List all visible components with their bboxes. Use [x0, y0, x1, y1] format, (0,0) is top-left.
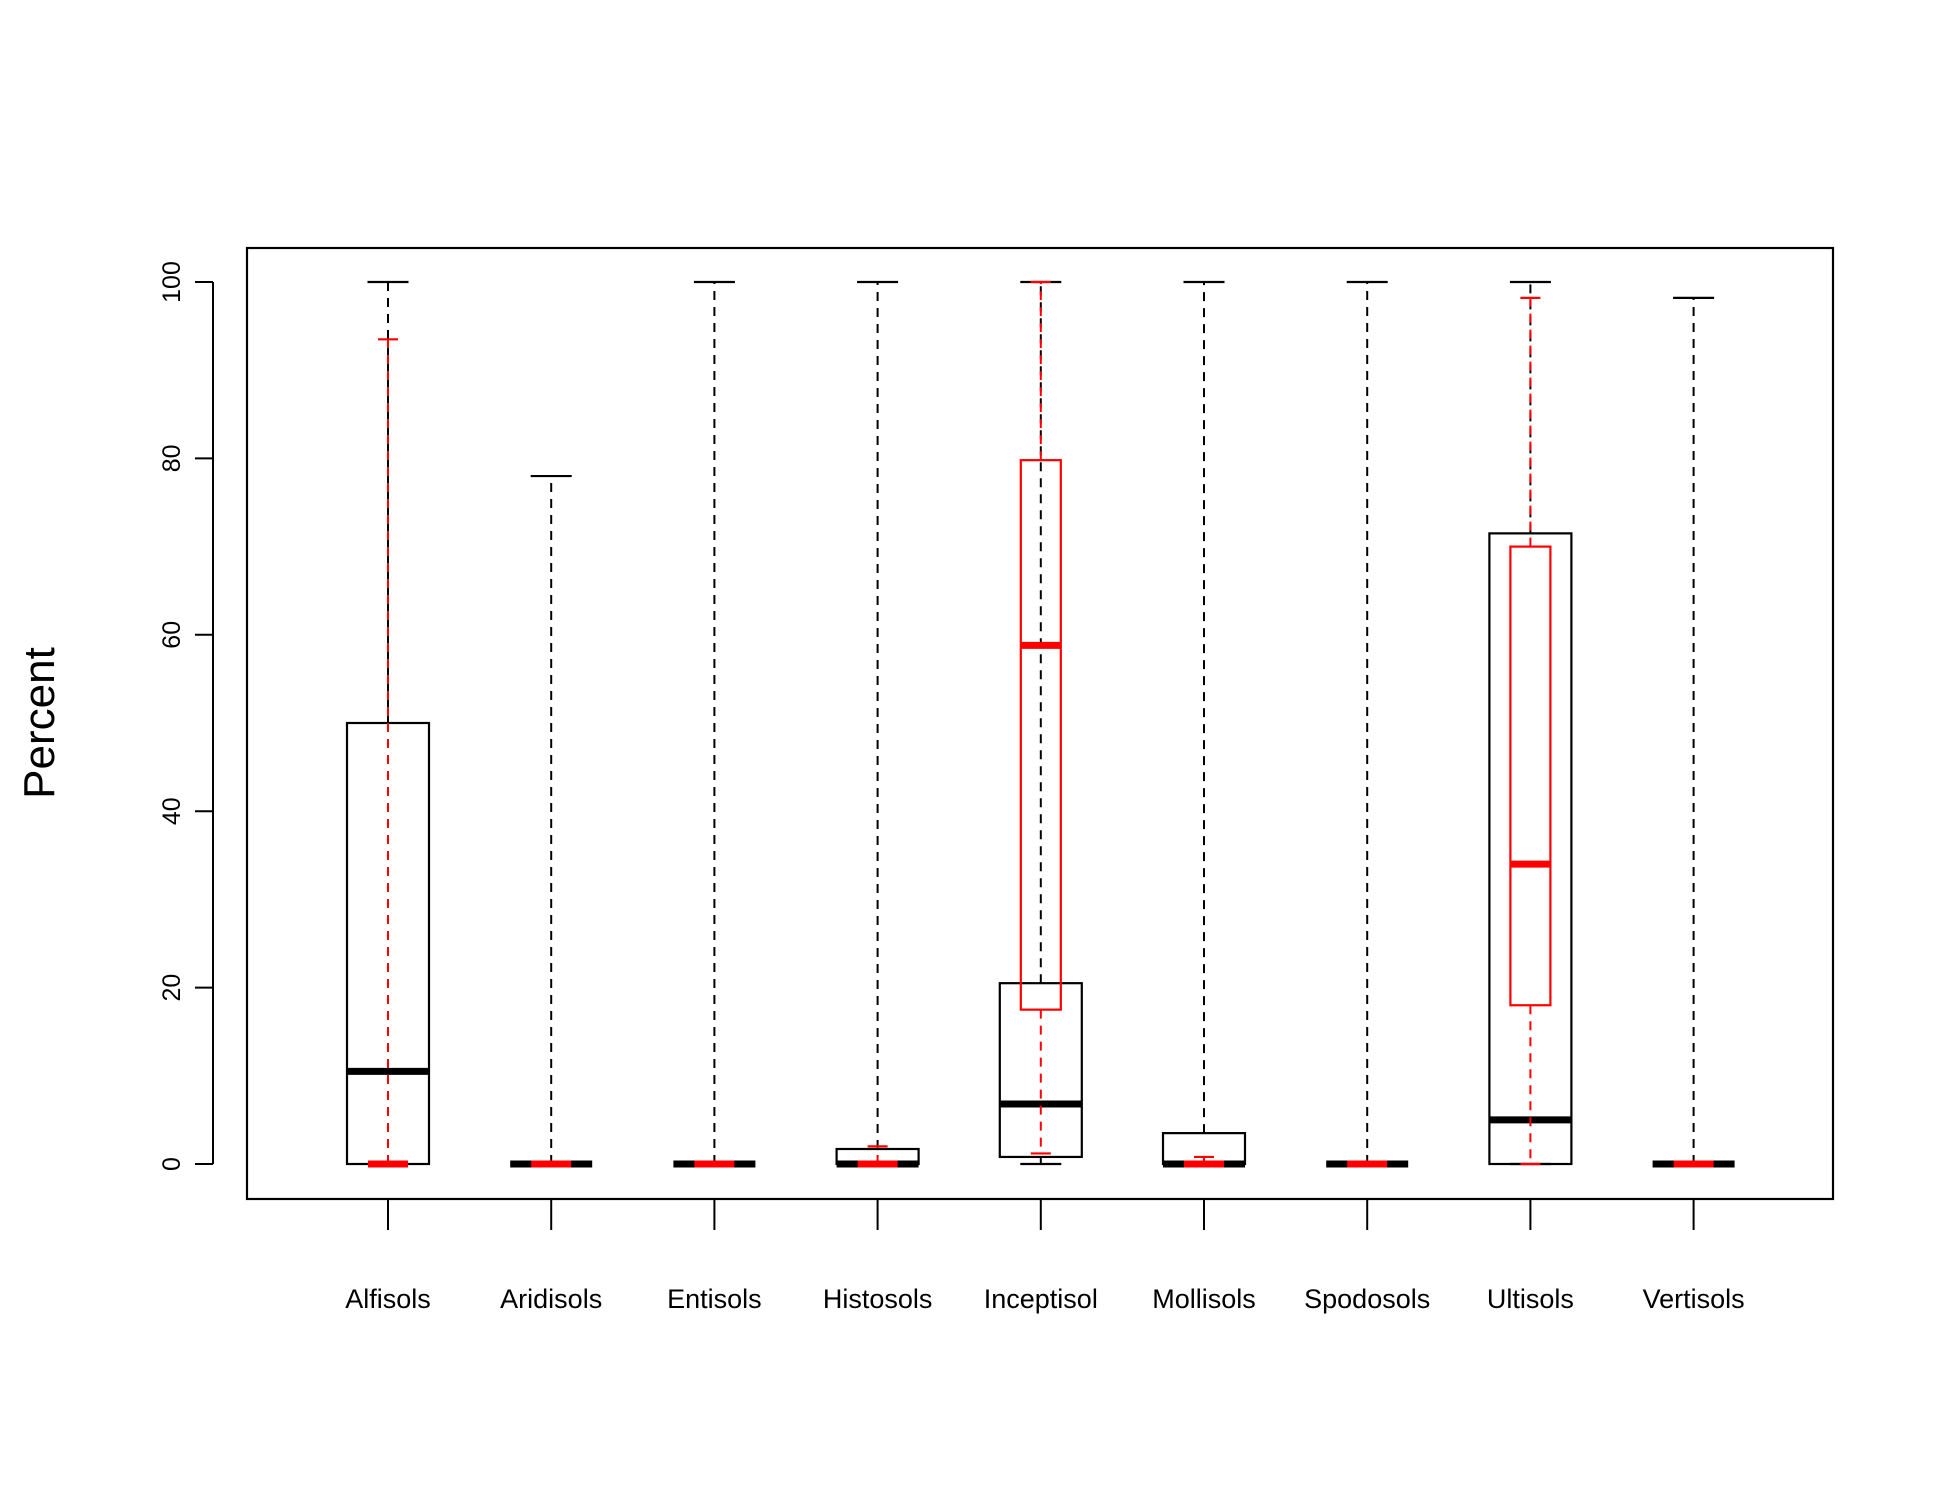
- x-tick-label: Aridisols: [500, 1284, 602, 1314]
- y-tick-label: 80: [158, 444, 186, 472]
- y-tick-label: 0: [158, 1157, 186, 1171]
- iqr-box: [1019, 459, 1062, 1011]
- box-0-3: [835, 280, 920, 1168]
- iqr-box: [998, 982, 1083, 1159]
- x-tick-label: Vertisols: [1643, 1284, 1745, 1314]
- x-tick-label: Spodosols: [1304, 1284, 1430, 1314]
- box-0-4: [998, 280, 1083, 1166]
- x-tick-label: Inceptisol: [984, 1284, 1098, 1314]
- box-1-7: [1509, 296, 1552, 1166]
- box-1-3: [857, 1145, 898, 1168]
- x-axis: Alfisols Aridisols Entisols Histosols Incept…: [345, 1199, 1745, 1314]
- box-1-5: [1184, 1155, 1224, 1168]
- box-1-4: [1019, 280, 1062, 1155]
- box-0-8: [1652, 296, 1735, 1168]
- x-tick-label: Histosols: [823, 1284, 933, 1314]
- box-0-2: [673, 280, 756, 1168]
- y-tick-label: 60: [158, 621, 186, 649]
- x-tick-label: Entisols: [667, 1284, 762, 1314]
- box-0-1: [510, 474, 593, 1168]
- box-0-5: [1161, 280, 1247, 1168]
- y-axis: 0 20 40 60 80 100: [158, 261, 214, 1171]
- x-tick-label: Ultisols: [1487, 1284, 1574, 1314]
- boxes: [345, 280, 1735, 1168]
- y-tick-label: 40: [158, 797, 186, 825]
- iqr-box: [1509, 545, 1552, 1007]
- x-tick-label: Alfisols: [345, 1284, 431, 1314]
- y-axis-title: Percent: [15, 647, 64, 799]
- y-tick-label: 100: [158, 261, 186, 303]
- box-1-0: [368, 338, 408, 1168]
- y-tick-label: 20: [158, 974, 186, 1002]
- box-0-6: [1326, 280, 1409, 1168]
- x-tick-label: Mollisols: [1152, 1284, 1256, 1314]
